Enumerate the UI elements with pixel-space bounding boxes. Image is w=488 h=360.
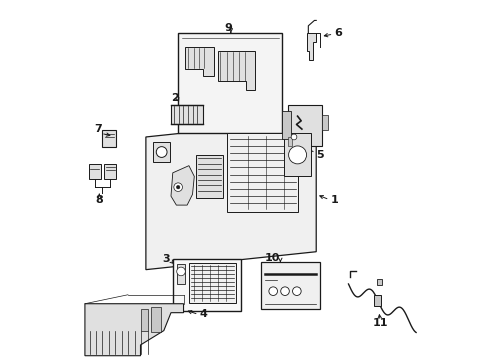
Circle shape <box>280 287 289 296</box>
Polygon shape <box>306 33 316 60</box>
Text: 10: 10 <box>264 253 280 263</box>
Bar <box>172 259 241 311</box>
Text: 7: 7 <box>94 124 102 134</box>
Bar <box>260 262 319 309</box>
Polygon shape <box>185 47 214 76</box>
Text: 9: 9 <box>224 23 232 33</box>
Bar <box>150 307 160 332</box>
Bar <box>88 164 101 179</box>
Bar <box>177 264 184 284</box>
Bar <box>287 105 321 146</box>
Polygon shape <box>85 304 183 356</box>
Bar <box>284 134 310 176</box>
Text: 6: 6 <box>333 28 341 38</box>
Text: 3: 3 <box>162 254 169 264</box>
Bar <box>153 142 170 162</box>
Circle shape <box>156 147 167 157</box>
Circle shape <box>176 185 180 189</box>
Bar <box>178 33 282 134</box>
Text: 1: 1 <box>330 195 338 205</box>
Polygon shape <box>171 166 194 205</box>
Text: 5: 5 <box>316 150 323 160</box>
Bar <box>282 111 290 139</box>
Text: 11: 11 <box>371 319 387 328</box>
Circle shape <box>268 287 277 296</box>
Bar <box>140 309 147 330</box>
Bar <box>102 130 116 147</box>
Bar <box>376 279 382 285</box>
Polygon shape <box>217 51 255 90</box>
Bar <box>104 164 116 179</box>
Text: 2: 2 <box>170 93 178 103</box>
Bar <box>287 137 291 146</box>
Polygon shape <box>145 119 316 270</box>
Text: 8: 8 <box>95 195 103 205</box>
Circle shape <box>290 134 296 140</box>
Bar <box>373 295 380 306</box>
Bar <box>321 116 327 130</box>
Bar <box>196 155 223 198</box>
Circle shape <box>288 146 306 164</box>
Circle shape <box>292 287 301 296</box>
Bar <box>226 134 298 212</box>
Circle shape <box>174 183 182 192</box>
Bar <box>188 263 235 303</box>
Circle shape <box>176 267 185 276</box>
Bar <box>171 105 203 125</box>
Text: 4: 4 <box>199 310 207 319</box>
